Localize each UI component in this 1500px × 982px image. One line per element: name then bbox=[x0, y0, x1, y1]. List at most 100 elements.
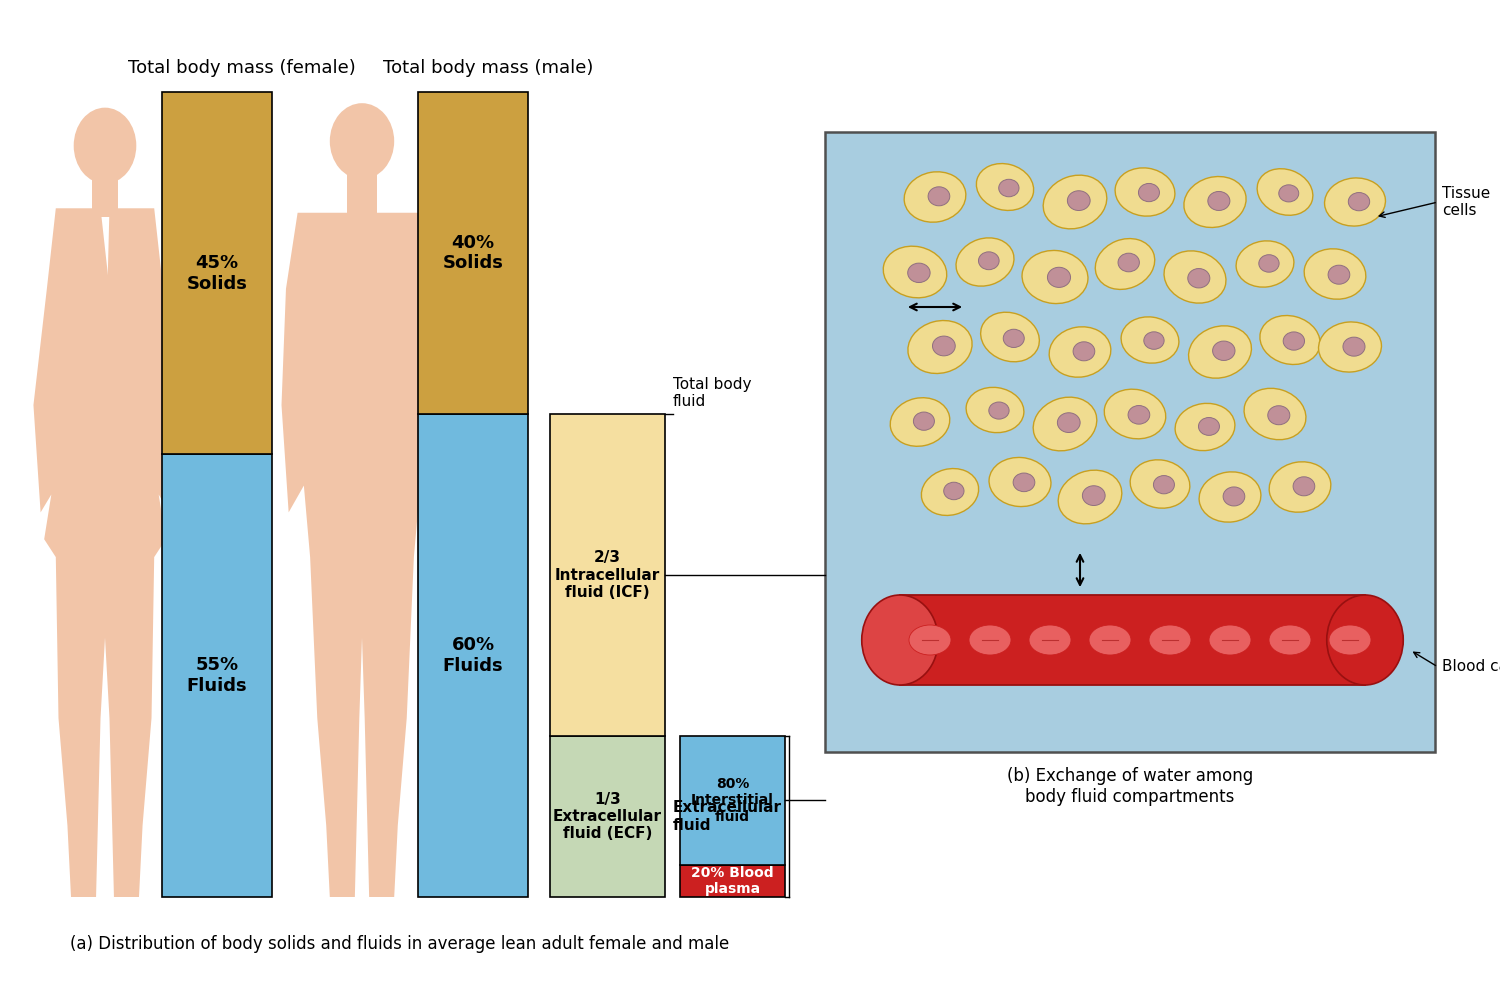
Ellipse shape bbox=[1269, 625, 1311, 655]
Ellipse shape bbox=[74, 108, 136, 184]
Ellipse shape bbox=[1260, 315, 1320, 364]
Bar bbox=[550, 736, 664, 897]
Text: Blood capillary: Blood capillary bbox=[1442, 660, 1500, 675]
Ellipse shape bbox=[933, 336, 956, 355]
Ellipse shape bbox=[1244, 388, 1306, 440]
Ellipse shape bbox=[1257, 169, 1312, 215]
Text: 45%
Solids: 45% Solids bbox=[186, 253, 248, 293]
Ellipse shape bbox=[1174, 404, 1234, 451]
Polygon shape bbox=[100, 208, 177, 897]
Ellipse shape bbox=[1236, 241, 1294, 287]
Bar bbox=[419, 414, 528, 897]
Ellipse shape bbox=[1324, 178, 1386, 226]
Polygon shape bbox=[33, 208, 122, 897]
Ellipse shape bbox=[1280, 185, 1299, 202]
Ellipse shape bbox=[1198, 472, 1262, 522]
Ellipse shape bbox=[1342, 337, 1365, 356]
Ellipse shape bbox=[1029, 625, 1071, 655]
Ellipse shape bbox=[1118, 253, 1140, 272]
Bar bbox=[162, 455, 272, 897]
Bar bbox=[162, 92, 272, 455]
Polygon shape bbox=[352, 213, 442, 897]
Ellipse shape bbox=[1222, 487, 1245, 506]
Ellipse shape bbox=[1083, 486, 1106, 506]
Ellipse shape bbox=[1348, 192, 1370, 211]
Bar bbox=[900, 595, 1365, 685]
Ellipse shape bbox=[1138, 184, 1160, 201]
Ellipse shape bbox=[988, 402, 1010, 419]
Ellipse shape bbox=[908, 320, 972, 373]
Text: Total body
fluid: Total body fluid bbox=[674, 377, 752, 409]
Ellipse shape bbox=[1120, 317, 1179, 363]
Text: Tissue
cells: Tissue cells bbox=[1442, 186, 1490, 218]
Text: 80%
Interstitial
fluid: 80% Interstitial fluid bbox=[692, 777, 774, 824]
Ellipse shape bbox=[1154, 475, 1174, 494]
Ellipse shape bbox=[1128, 406, 1150, 424]
Bar bbox=[825, 132, 1436, 752]
Ellipse shape bbox=[1282, 332, 1305, 351]
Ellipse shape bbox=[969, 625, 1011, 655]
Text: 60%
Fluids: 60% Fluids bbox=[442, 636, 504, 675]
Ellipse shape bbox=[928, 187, 950, 206]
Ellipse shape bbox=[1258, 254, 1280, 272]
Ellipse shape bbox=[330, 103, 394, 179]
Ellipse shape bbox=[1268, 406, 1290, 425]
Text: 20% Blood
plasma: 20% Blood plasma bbox=[692, 866, 774, 896]
Ellipse shape bbox=[1184, 177, 1246, 228]
Ellipse shape bbox=[1293, 477, 1316, 496]
Bar bbox=[346, 168, 376, 217]
Bar bbox=[92, 168, 118, 217]
Ellipse shape bbox=[904, 172, 966, 222]
Ellipse shape bbox=[1188, 326, 1251, 378]
Ellipse shape bbox=[1130, 460, 1190, 509]
Ellipse shape bbox=[921, 468, 978, 516]
Ellipse shape bbox=[1058, 412, 1080, 432]
Ellipse shape bbox=[944, 482, 964, 500]
Ellipse shape bbox=[1034, 397, 1096, 451]
Ellipse shape bbox=[1269, 462, 1330, 513]
Ellipse shape bbox=[1068, 191, 1090, 210]
Ellipse shape bbox=[978, 251, 999, 270]
Ellipse shape bbox=[1004, 329, 1025, 348]
Ellipse shape bbox=[1095, 239, 1155, 290]
Ellipse shape bbox=[1047, 267, 1071, 288]
Ellipse shape bbox=[909, 625, 951, 655]
Text: Extracellular
fluid: Extracellular fluid bbox=[674, 800, 782, 833]
Text: 40%
Solids: 40% Solids bbox=[442, 234, 504, 272]
Ellipse shape bbox=[1022, 250, 1088, 303]
Ellipse shape bbox=[956, 238, 1014, 286]
Ellipse shape bbox=[1212, 341, 1234, 360]
Ellipse shape bbox=[1104, 389, 1166, 439]
Bar bbox=[680, 736, 784, 865]
Ellipse shape bbox=[1089, 625, 1131, 655]
Text: 55%
Fluids: 55% Fluids bbox=[186, 656, 248, 695]
Text: (a) Distribution of body solids and fluids in average lean adult female and male: (a) Distribution of body solids and flui… bbox=[70, 935, 729, 953]
Ellipse shape bbox=[861, 595, 939, 685]
Text: 2/3
Intracellular
fluid (ICF): 2/3 Intracellular fluid (ICF) bbox=[555, 550, 660, 600]
Ellipse shape bbox=[1188, 268, 1210, 288]
Ellipse shape bbox=[884, 246, 946, 298]
Ellipse shape bbox=[1328, 265, 1350, 284]
Ellipse shape bbox=[890, 398, 950, 446]
Ellipse shape bbox=[1048, 327, 1112, 377]
Ellipse shape bbox=[1329, 625, 1371, 655]
Ellipse shape bbox=[908, 263, 930, 283]
Ellipse shape bbox=[1114, 168, 1174, 216]
Bar bbox=[550, 414, 664, 736]
Ellipse shape bbox=[1072, 342, 1095, 360]
Ellipse shape bbox=[1326, 595, 1404, 685]
Ellipse shape bbox=[1058, 470, 1122, 523]
Ellipse shape bbox=[1144, 332, 1164, 350]
Ellipse shape bbox=[988, 458, 1052, 507]
Ellipse shape bbox=[1149, 625, 1191, 655]
Bar bbox=[680, 865, 784, 897]
Ellipse shape bbox=[1198, 417, 1219, 435]
Ellipse shape bbox=[976, 164, 1034, 210]
Ellipse shape bbox=[1318, 322, 1382, 372]
Ellipse shape bbox=[966, 387, 1024, 433]
Text: 1/3
Extracellular
fluid (ECF): 1/3 Extracellular fluid (ECF) bbox=[554, 791, 662, 842]
Ellipse shape bbox=[1304, 248, 1366, 300]
Ellipse shape bbox=[914, 412, 934, 430]
Ellipse shape bbox=[981, 312, 1040, 361]
Text: Total body mass (female): Total body mass (female) bbox=[128, 59, 355, 77]
